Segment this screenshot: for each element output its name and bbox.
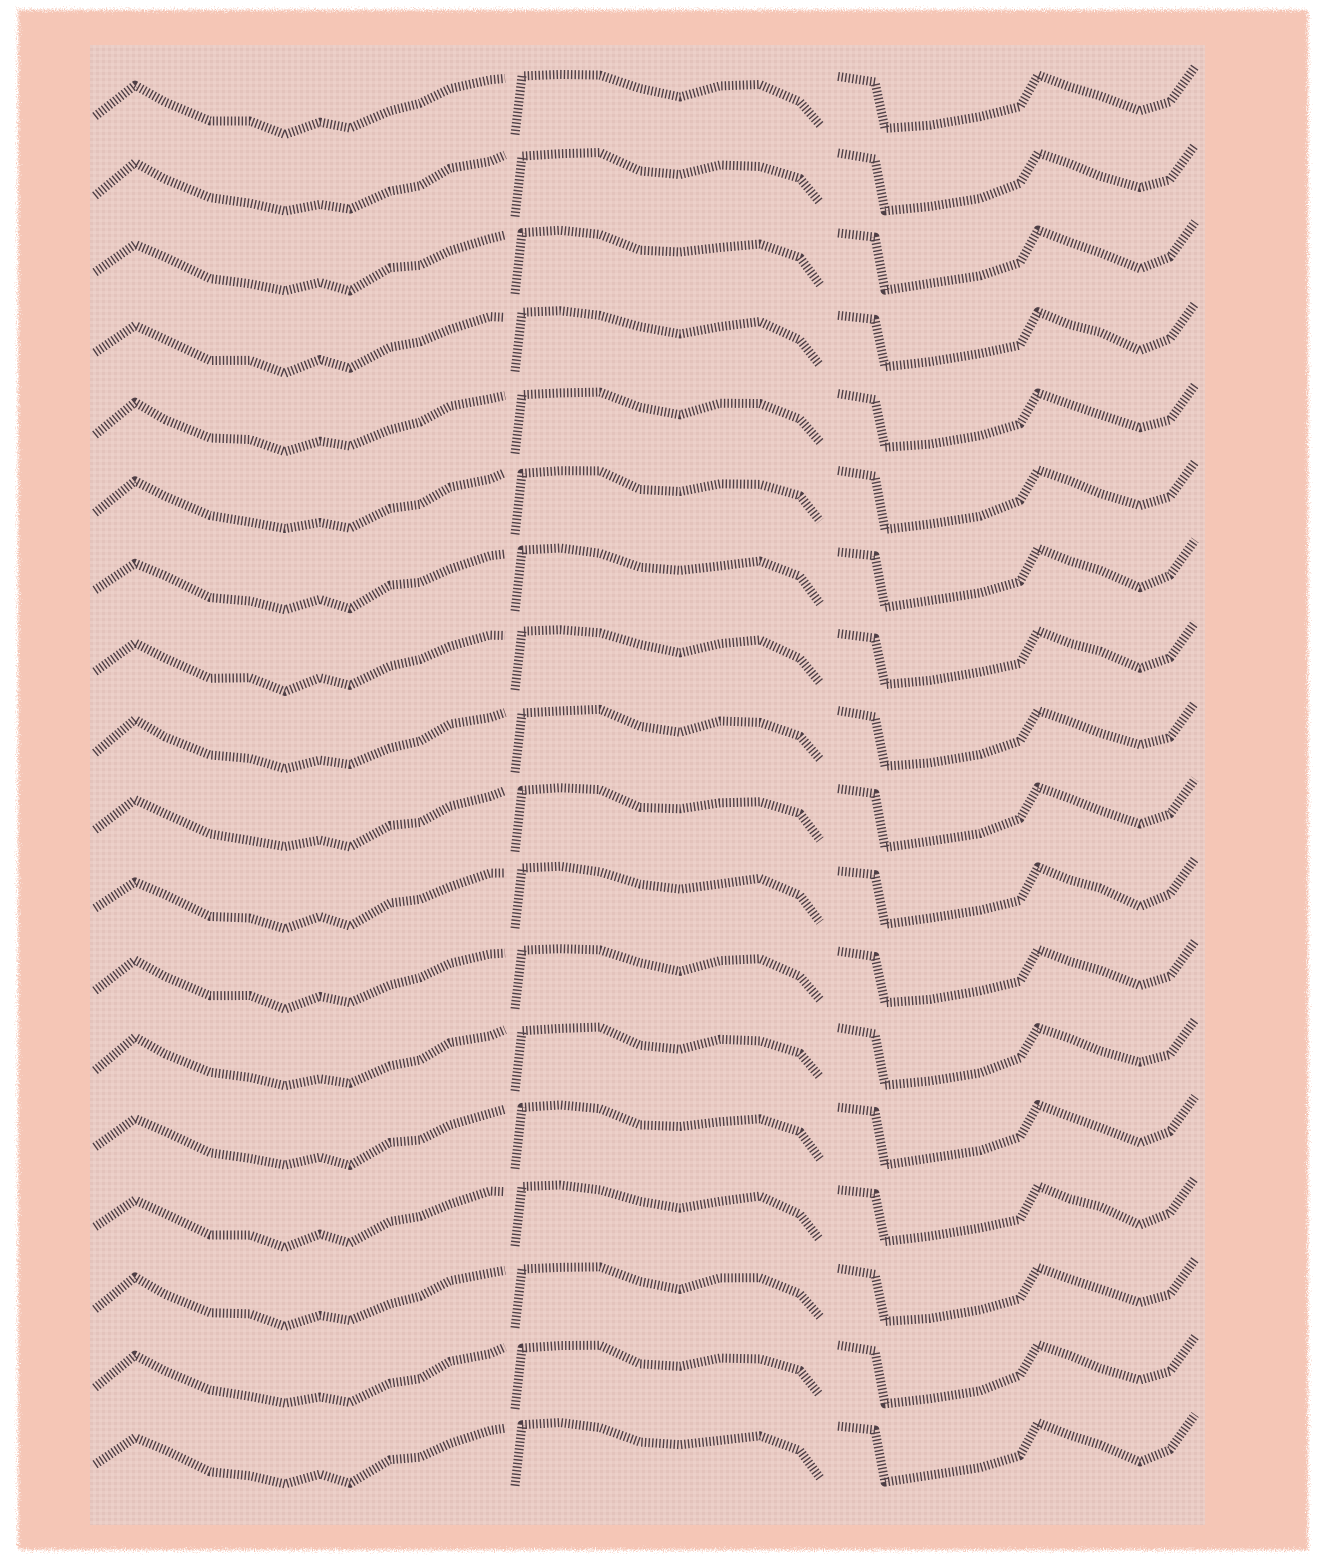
page: (() => { JSON.parse(document.getElementB…: [0, 0, 1335, 1567]
textile-photo: [0, 0, 1335, 1567]
